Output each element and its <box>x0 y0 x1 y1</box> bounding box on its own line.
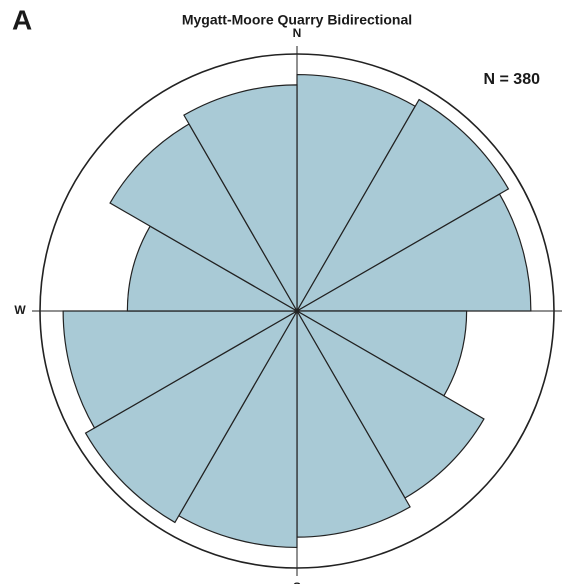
petal <box>296 73 417 314</box>
sample-size: N = 380 <box>484 71 541 88</box>
petal <box>109 123 299 313</box>
panel-label: A <box>12 4 32 35</box>
petal <box>295 309 485 499</box>
direction-label: W <box>14 303 26 317</box>
petal <box>62 310 300 429</box>
chart-title: Mygatt-Moore Quarry Bidirectional <box>182 12 412 28</box>
petal <box>294 193 532 312</box>
petal <box>294 310 468 397</box>
direction-label: S <box>293 580 301 584</box>
petal <box>183 84 298 314</box>
petal <box>177 308 298 549</box>
petal <box>84 309 299 524</box>
petal <box>295 98 510 313</box>
petal <box>126 225 300 312</box>
petal <box>296 308 411 538</box>
direction-label: N <box>293 26 302 40</box>
